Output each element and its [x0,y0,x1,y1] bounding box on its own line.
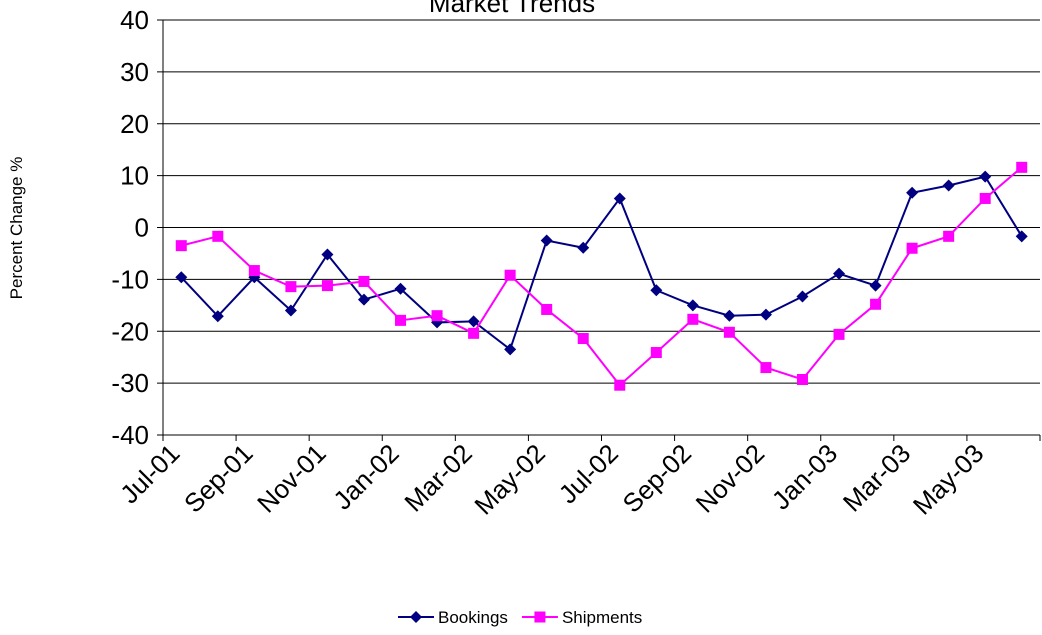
point [212,230,224,242]
point [723,326,735,338]
legend-label: Bookings [438,608,508,627]
x-tick-label: Sep-02 [617,438,697,518]
point [467,315,480,328]
y-axis-label: Percent Change % [7,157,26,300]
point [906,186,919,199]
point [540,234,553,247]
point [504,343,517,356]
x-tick-label: Nov-01 [251,438,331,518]
y-tick-label: -30 [111,368,149,398]
point [869,279,882,292]
y-tick-label: -40 [111,420,149,450]
y-tick-label: 0 [135,213,149,243]
point [175,271,188,284]
point [796,373,808,385]
point [211,310,224,323]
point [686,299,699,312]
point [285,281,297,293]
point [650,284,663,297]
point [796,290,809,303]
point [577,241,590,254]
point [650,347,662,359]
series-line [180,175,1023,352]
point [468,327,480,339]
point [979,170,992,183]
point [979,192,991,204]
point [394,282,407,295]
point [942,179,955,192]
point [614,379,626,391]
series-line [181,166,1023,387]
point [723,309,736,322]
point [321,248,334,261]
y-tick-label: 10 [120,161,149,191]
y-tick-label: 20 [120,109,149,139]
point [431,310,443,322]
legend-label: Shipments [562,608,642,627]
x-tick-label: Jan-03 [766,438,843,515]
point [1015,230,1028,243]
legend-marker [534,611,546,623]
x-tick-label: Mar-03 [837,438,916,517]
point [541,303,553,315]
point [833,267,846,280]
point [358,275,370,287]
x-tick-label: Sep-01 [178,438,258,518]
point [321,280,333,292]
x-tick-label: May-02 [468,438,551,521]
y-tick-label: 40 [120,5,149,35]
point [943,230,955,242]
y-tick-label: -20 [111,316,149,346]
chart-title: Market Trends [429,0,595,18]
x-tick-label: Mar-02 [398,438,477,517]
legend-marker [410,611,422,623]
point [1016,161,1028,173]
point [357,293,370,306]
point [687,313,699,325]
x-tick-label: Jul-02 [553,438,624,509]
point [395,314,407,326]
point [613,192,626,205]
x-tick-label: Jan-02 [327,438,404,515]
point [759,308,772,321]
point [504,269,516,281]
point [577,333,589,345]
point [175,240,187,252]
point [870,298,882,310]
point [248,265,260,277]
y-tick-label: 30 [120,57,149,87]
point [760,362,772,374]
y-tick-label: -10 [111,264,149,294]
point [833,328,845,340]
point [906,242,918,254]
point [284,304,297,317]
x-tick-label: Nov-02 [690,438,770,518]
x-tick-label: May-03 [907,438,990,521]
